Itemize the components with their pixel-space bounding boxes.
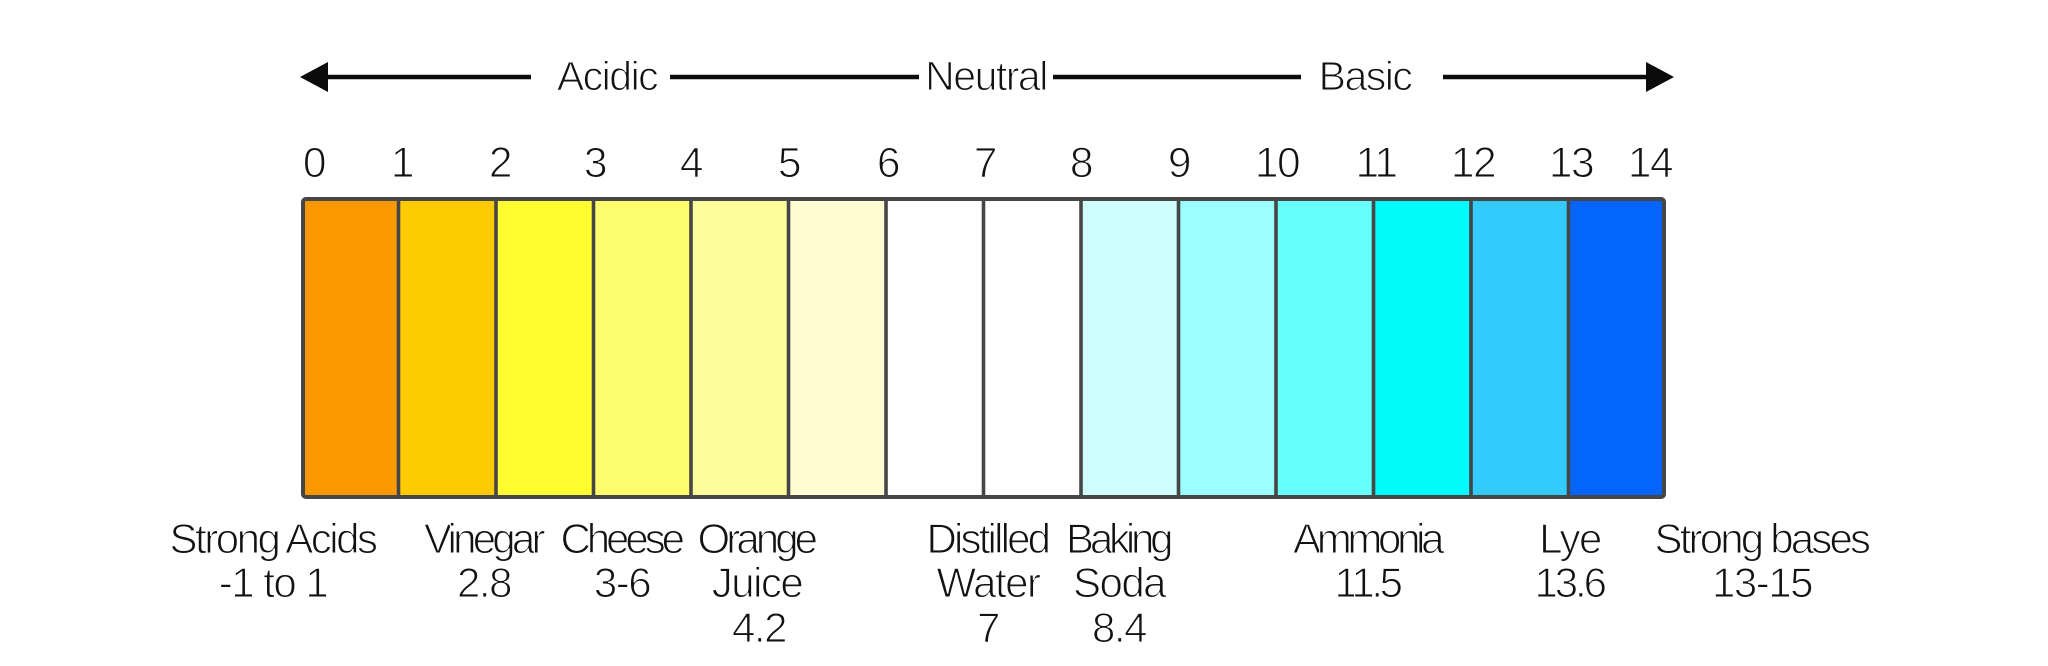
svg-text:10: 10 xyxy=(1255,140,1299,187)
svg-text:2.8: 2.8 xyxy=(457,559,511,606)
svg-text:9: 9 xyxy=(1168,140,1190,187)
svg-text:13.6: 13.6 xyxy=(1535,559,1606,606)
svg-text:7: 7 xyxy=(977,604,999,651)
svg-text:8.4: 8.4 xyxy=(1092,604,1147,651)
svg-text:3: 3 xyxy=(584,140,606,187)
svg-text:1: 1 xyxy=(391,140,413,187)
svg-text:Distilled: Distilled xyxy=(927,515,1050,562)
svg-text:Lye: Lye xyxy=(1539,515,1601,562)
svg-text:6: 6 xyxy=(877,140,899,187)
svg-text:5: 5 xyxy=(778,140,800,187)
svg-text:Orange: Orange xyxy=(698,515,817,562)
svg-text:Neutral: Neutral xyxy=(925,53,1047,99)
svg-text:0: 0 xyxy=(303,140,325,187)
svg-text:Soda: Soda xyxy=(1073,559,1167,606)
svg-text:Vinegar: Vinegar xyxy=(424,515,546,562)
svg-text:Acidic: Acidic xyxy=(557,53,658,99)
svg-text:Juice: Juice xyxy=(712,559,803,606)
svg-text:4.2: 4.2 xyxy=(732,604,786,651)
svg-text:Baking: Baking xyxy=(1066,515,1172,562)
svg-text:Strong Acids: Strong Acids xyxy=(170,515,378,562)
svg-text:Strong bases: Strong bases xyxy=(1655,515,1871,562)
svg-text:Basic: Basic xyxy=(1319,53,1413,99)
svg-text:2: 2 xyxy=(489,140,511,187)
svg-text:3-6: 3-6 xyxy=(594,559,650,606)
svg-text:13-15: 13-15 xyxy=(1712,559,1812,606)
svg-text:13: 13 xyxy=(1549,140,1593,187)
svg-text:8: 8 xyxy=(1070,140,1092,187)
svg-text:Cheese: Cheese xyxy=(561,515,684,562)
svg-text:4: 4 xyxy=(680,140,703,187)
svg-text:11: 11 xyxy=(1355,140,1396,187)
svg-text:Water: Water xyxy=(937,559,1041,606)
svg-text:Ammonia: Ammonia xyxy=(1293,515,1445,562)
svg-text:12: 12 xyxy=(1451,140,1495,187)
svg-text:7: 7 xyxy=(974,140,996,187)
svg-text:-1 to 1: -1 to 1 xyxy=(219,559,328,606)
svg-text:14: 14 xyxy=(1628,140,1673,187)
svg-text:11.5: 11.5 xyxy=(1335,559,1402,606)
